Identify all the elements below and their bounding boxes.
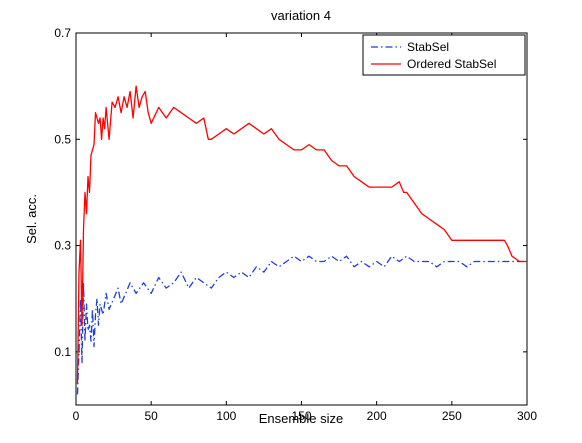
- x-tick-label: 100: [216, 409, 236, 423]
- y-tick-label: 0.1: [54, 345, 71, 359]
- legend-box: [362, 34, 526, 76]
- legend: StabSel Ordered StabSel: [362, 34, 526, 76]
- series-line-0: [76, 255, 527, 395]
- x-tick-label: 250: [442, 409, 462, 423]
- y-tick-label: 0.5: [54, 132, 71, 146]
- series-line-1: [76, 85, 527, 384]
- x-tick-label: 50: [144, 409, 158, 423]
- data-series: [76, 85, 527, 395]
- x-tick-label: 200: [367, 409, 387, 423]
- legend-label: StabSel: [407, 40, 449, 54]
- x-tick-label: 0: [73, 409, 80, 423]
- x-tick-label: 150: [291, 409, 311, 423]
- y-tick-label: 0.7: [54, 26, 71, 40]
- axis-ticks: 0 50 100 150 200 250 300 0.1 0.3 0.5 0.7: [54, 26, 537, 423]
- legend-label: Ordered StabSel: [407, 57, 496, 71]
- chart-title: variation 4: [271, 8, 331, 23]
- y-tick-label: 0.3: [54, 239, 71, 253]
- x-tick-label: 300: [517, 409, 537, 423]
- plot-area: [75, 32, 528, 406]
- y-axis-label: Sel. acc.: [24, 194, 39, 244]
- x-axis-label: Ensemble size: [259, 411, 344, 426]
